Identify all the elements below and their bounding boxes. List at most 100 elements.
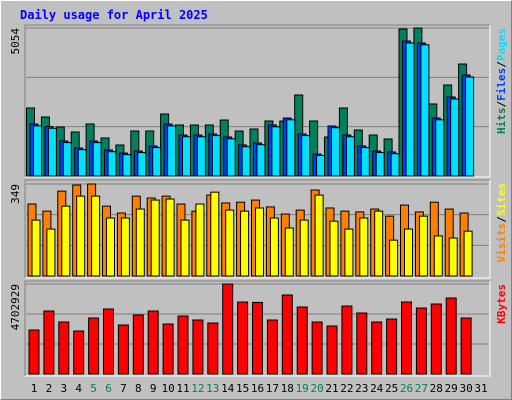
bar <box>401 301 412 375</box>
x-tick-label: 4 <box>75 382 82 395</box>
bar <box>341 305 353 375</box>
bar <box>430 303 442 375</box>
legend-entry: Hits <box>495 108 508 135</box>
bar <box>404 228 413 277</box>
x-tick-label: 14 <box>221 382 235 395</box>
bar <box>107 151 117 177</box>
bar <box>62 142 72 177</box>
bar <box>77 149 87 177</box>
bar <box>463 230 473 277</box>
panel-border-dark <box>24 280 490 376</box>
bar <box>405 42 415 177</box>
bar <box>450 98 460 177</box>
bar <box>390 153 400 177</box>
panel-border-dark <box>24 24 490 177</box>
bar <box>286 119 296 177</box>
bar <box>389 239 399 277</box>
bar <box>207 322 219 375</box>
bar <box>269 217 279 277</box>
bar <box>371 321 383 375</box>
bar <box>301 135 311 177</box>
bar <box>237 301 249 375</box>
bar <box>91 195 101 277</box>
bar <box>182 136 191 177</box>
bar <box>345 136 355 177</box>
bar <box>296 306 308 375</box>
x-tick-label: 19 <box>296 382 309 395</box>
bar <box>33 125 42 177</box>
bar <box>415 307 427 375</box>
bar <box>162 323 174 375</box>
bar <box>331 127 340 177</box>
bar <box>58 321 70 375</box>
x-tick-label: 15 <box>236 382 249 395</box>
x-tick-label: 17 <box>266 382 279 395</box>
bar <box>147 310 159 375</box>
bar <box>192 319 204 375</box>
bar <box>137 152 147 177</box>
legend-separator: / <box>495 61 508 68</box>
x-tick-label: 23 <box>355 382 368 395</box>
bar <box>103 308 114 375</box>
bar <box>135 208 145 277</box>
x-tick-label: 12 <box>191 382 204 395</box>
bar <box>418 215 428 277</box>
panel-border-light <box>25 25 491 178</box>
bar <box>435 119 445 177</box>
bar <box>167 125 177 177</box>
bar <box>165 198 175 277</box>
bar <box>225 209 235 277</box>
bar <box>252 301 263 375</box>
bar <box>46 228 56 277</box>
x-tick-label: 20 <box>310 382 323 395</box>
bar <box>386 318 398 375</box>
bar <box>195 203 205 277</box>
bar <box>420 44 430 177</box>
bar <box>465 76 475 177</box>
bar <box>132 314 144 375</box>
bar <box>460 317 472 375</box>
bar <box>92 142 102 177</box>
bar <box>117 324 129 375</box>
bar <box>150 199 160 277</box>
legend: KBytes <box>495 284 508 324</box>
x-tick-label: 13 <box>206 382 219 395</box>
x-tick-label: 27 <box>415 382 428 395</box>
x-tick-label: 9 <box>150 382 157 395</box>
bar <box>61 205 71 277</box>
legend: Visits/Sites <box>495 183 508 263</box>
bar <box>311 321 323 375</box>
x-tick-label: 28 <box>430 382 443 395</box>
x-tick-label: 8 <box>135 382 142 395</box>
y-tick-label: 349 <box>9 184 22 204</box>
chart-title: Daily usage for April 2025 <box>20 8 208 22</box>
bar <box>299 219 309 277</box>
panel-border-dark <box>24 179 490 278</box>
x-tick-label: 18 <box>281 382 294 395</box>
bar <box>360 147 370 177</box>
bar <box>284 227 294 277</box>
panel-border-light <box>25 180 491 279</box>
bar <box>271 126 281 177</box>
legend-entry: Files <box>495 68 508 101</box>
bar <box>266 319 278 375</box>
bar <box>222 283 234 375</box>
bar <box>120 217 130 277</box>
x-tick-label: 31 <box>474 382 487 395</box>
legend-entry: KBytes <box>495 284 508 324</box>
bar <box>211 135 221 177</box>
x-tick-label: 2 <box>46 382 53 395</box>
x-tick-label: 5 <box>90 382 97 395</box>
bar <box>241 146 251 177</box>
bar <box>433 235 443 277</box>
bar <box>329 220 339 277</box>
x-tick-label: 7 <box>120 382 127 395</box>
bar <box>316 155 326 177</box>
x-tick-label: 3 <box>60 382 67 395</box>
x-tick-label: 26 <box>400 382 413 395</box>
bar <box>28 329 40 375</box>
bar <box>256 144 266 177</box>
x-tick-label: 21 <box>325 382 338 395</box>
